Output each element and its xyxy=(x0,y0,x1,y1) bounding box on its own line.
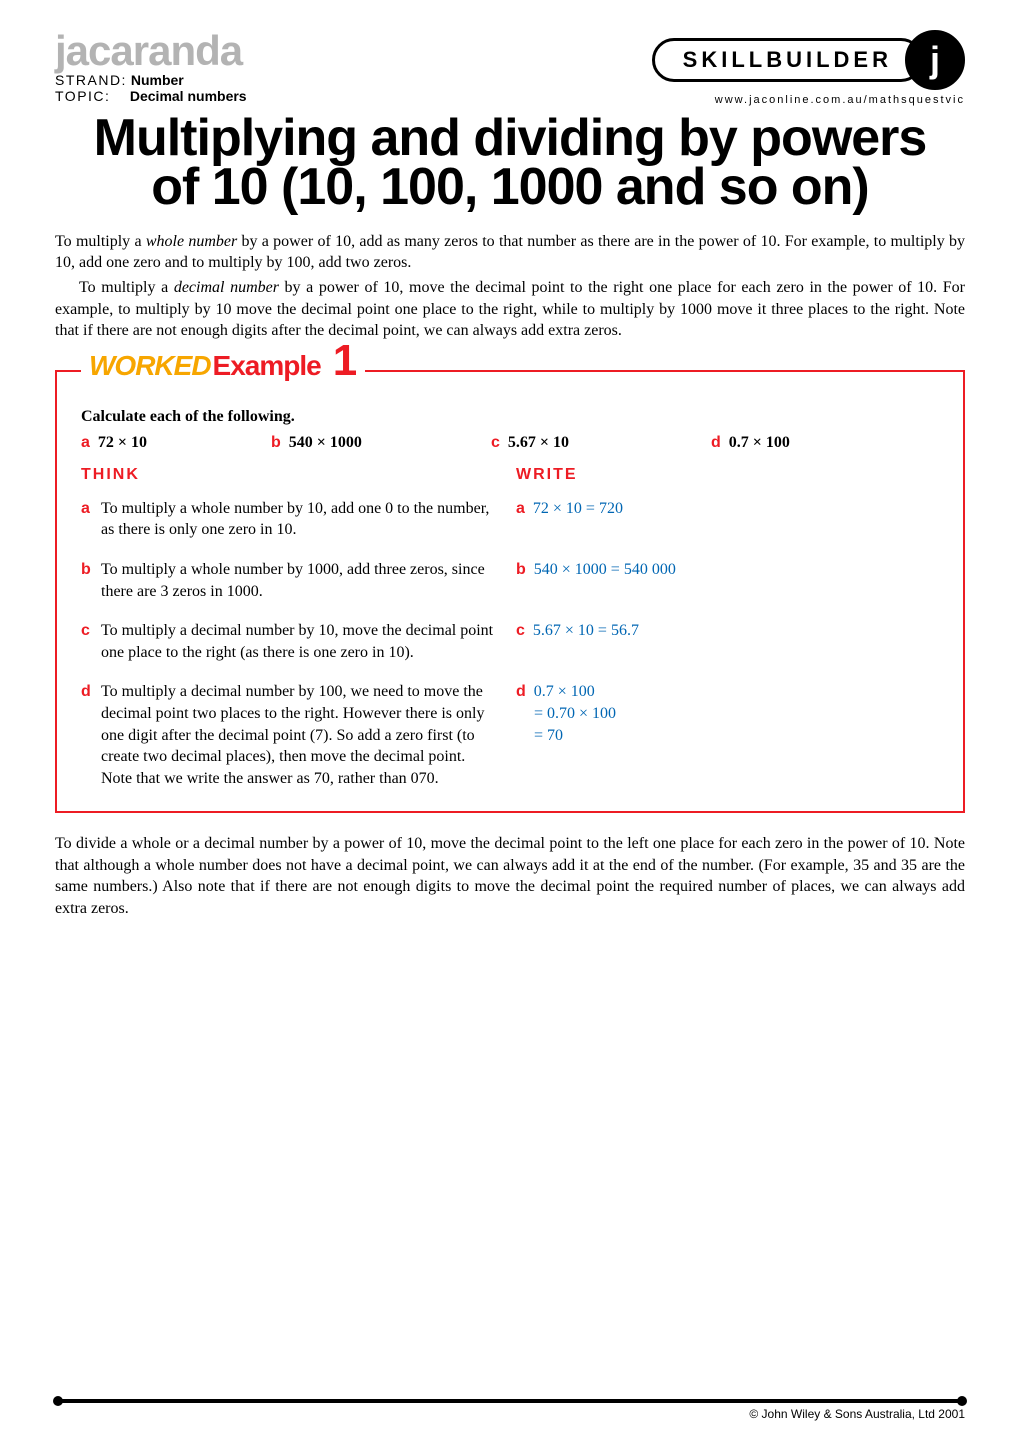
part-b-expr: 540 × 1000 xyxy=(289,434,362,452)
topic-line: TOPIC: Decimal numbers xyxy=(55,88,247,104)
topic-label: TOPIC: xyxy=(55,88,110,104)
part-a-letter: a xyxy=(81,434,90,452)
row-b: b To multiply a whole number by 1000, ad… xyxy=(81,559,939,602)
title-line-1: Multiplying and dividing by powers xyxy=(55,114,965,163)
think-write-header: THINK WRITE xyxy=(81,466,939,484)
footer: © John Wiley & Sons Australia, Ltd 2001 xyxy=(55,1399,965,1421)
row-b-write: b 540 × 1000 = 540 000 xyxy=(516,559,676,602)
intro-p1-em: whole number xyxy=(146,233,237,250)
row-d-think: To multiply a decimal number by 100, we … xyxy=(101,681,516,789)
part-c-letter: c xyxy=(491,434,500,452)
row-d-write-l3: = 70 xyxy=(516,725,616,747)
pill-wrap: SKILLBUILDER j xyxy=(652,30,965,90)
footer-bar xyxy=(55,1399,965,1403)
part-c: c 5.67 × 10 xyxy=(491,434,711,452)
row-c: c To multiply a decimal number by 10, mo… xyxy=(81,620,939,663)
j-badge: j xyxy=(905,30,965,90)
copyright: © John Wiley & Sons Australia, Ltd 2001 xyxy=(55,1407,965,1421)
row-b-write-letter: b xyxy=(516,561,526,578)
brand-block: jacaranda STRAND: Number TOPIC: Decimal … xyxy=(55,32,247,104)
intro-text: To multiply a whole number by a power of… xyxy=(55,231,965,342)
tab-number: 1 xyxy=(333,346,357,377)
row-d-write: d 0.7 × 100 = 0.70 × 100 = 70 xyxy=(516,681,616,789)
intro-p1-pre: To multiply a xyxy=(55,233,146,250)
row-d-write-l2: = 0.70 × 100 xyxy=(516,703,616,725)
tab-worked: WORKED xyxy=(89,350,211,382)
row-a-think: To multiply a whole number by 10, add on… xyxy=(101,498,516,541)
row-b-write-text: 540 × 1000 = 540 000 xyxy=(534,561,676,578)
part-d-letter: d xyxy=(711,434,721,452)
row-d-write-letter: d xyxy=(516,683,526,700)
row-c-write-text: 5.67 × 10 = 56.7 xyxy=(533,622,639,639)
worked-example-tab: WORKED Example 1 xyxy=(81,346,365,382)
header: jacaranda STRAND: Number TOPIC: Decimal … xyxy=(55,30,965,106)
header-right: SKILLBUILDER j www.jaconline.com.au/math… xyxy=(652,30,965,106)
outro-text: To divide a whole or a decimal number by… xyxy=(55,833,965,919)
page: jacaranda STRAND: Number TOPIC: Decimal … xyxy=(0,0,1020,1443)
page-title: Multiplying and dividing by powers of 10… xyxy=(55,114,965,213)
tab-example: Example xyxy=(213,350,321,382)
strand-value: Number xyxy=(131,72,184,88)
topic-value: Decimal numbers xyxy=(130,88,247,104)
worked-example-box: WORKED Example 1 Calculate each of the f… xyxy=(55,370,965,814)
row-c-think: To multiply a decimal number by 10, move… xyxy=(101,620,516,663)
row-d-letter: d xyxy=(81,681,101,789)
row-c-write-letter: c xyxy=(516,622,525,639)
row-a-letter: a xyxy=(81,498,101,541)
part-c-expr: 5.67 × 10 xyxy=(508,434,569,452)
intro-p2-pre: To multiply a xyxy=(79,279,174,296)
url: www.jaconline.com.au/mathsquestvic xyxy=(715,94,965,106)
title-line-2: of 10 (10, 100, 1000 and so on) xyxy=(55,163,965,212)
row-a-write: a 72 × 10 = 720 xyxy=(516,498,623,541)
row-b-letter: b xyxy=(81,559,101,602)
write-heading: WRITE xyxy=(516,466,578,483)
row-d: d To multiply a decimal number by 100, w… xyxy=(81,681,939,789)
intro-p2: To multiply a decimal number by a power … xyxy=(55,277,965,342)
row-c-letter: c xyxy=(81,620,101,663)
intro-p2-em: decimal number xyxy=(174,279,279,296)
brand-logo: jacaranda xyxy=(55,32,247,70)
row-c-write: c 5.67 × 10 = 56.7 xyxy=(516,620,639,663)
skillbuilder-pill: SKILLBUILDER xyxy=(652,38,923,82)
part-b: b 540 × 1000 xyxy=(271,434,491,452)
row-b-think: To multiply a whole number by 1000, add … xyxy=(101,559,516,602)
row-a-write-letter: a xyxy=(516,500,525,517)
row-d-write-l1: 0.7 × 100 xyxy=(534,683,595,700)
part-a-expr: 72 × 10 xyxy=(98,434,147,452)
strand-label: STRAND: xyxy=(55,72,127,88)
part-b-letter: b xyxy=(271,434,281,452)
part-a: a 72 × 10 xyxy=(81,434,271,452)
row-a: a To multiply a whole number by 10, add … xyxy=(81,498,939,541)
row-a-write-text: 72 × 10 = 720 xyxy=(533,500,623,517)
parts-row: a 72 × 10 b 540 × 1000 c 5.67 × 10 d 0.7… xyxy=(81,434,939,452)
part-d: d 0.7 × 100 xyxy=(711,434,790,452)
strand-line: STRAND: Number xyxy=(55,72,247,88)
intro-p1: To multiply a whole number by a power of… xyxy=(55,231,965,274)
think-heading: THINK xyxy=(81,466,140,483)
part-d-expr: 0.7 × 100 xyxy=(729,434,790,452)
example-prompt: Calculate each of the following. xyxy=(81,408,939,426)
j-badge-letter: j xyxy=(930,39,940,81)
